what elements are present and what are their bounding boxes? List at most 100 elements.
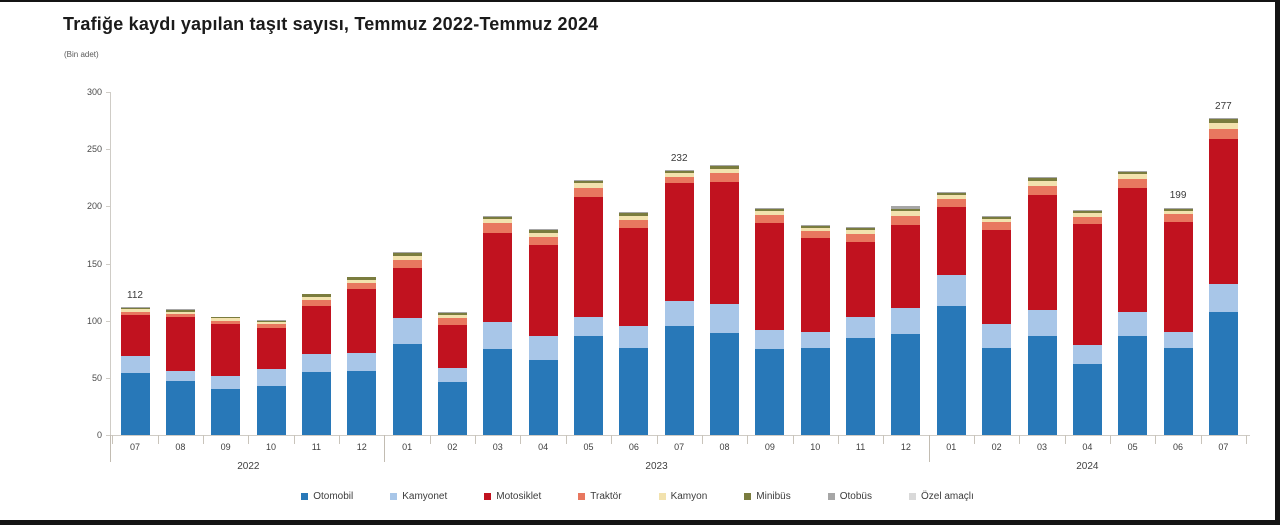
bar-stack[interactable] xyxy=(165,309,195,435)
bar-segment-kamyon[interactable] xyxy=(574,183,603,189)
bar-segment-kamyonet[interactable] xyxy=(664,301,694,327)
bar-segment-motosiklet[interactable] xyxy=(1163,222,1193,333)
bar-segment-otob-s[interactable] xyxy=(1072,209,1102,211)
bar-segment-trakt-r[interactable] xyxy=(664,176,694,184)
bar-segment-minib-s[interactable] xyxy=(528,230,558,233)
bar-stack[interactable] xyxy=(800,224,830,435)
bar-segment-kamyonet[interactable] xyxy=(165,370,195,382)
bar-segment-trakt-r[interactable] xyxy=(846,233,876,242)
bar-segment-kamyonet[interactable] xyxy=(846,317,876,338)
bar-segment-motosiklet[interactable] xyxy=(664,183,694,302)
bar-segment-kamyon[interactable] xyxy=(800,228,830,232)
bar-segment-kamyon[interactable] xyxy=(891,210,921,216)
bar-stack[interactable] xyxy=(664,169,694,435)
bar-segment-kamyonet[interactable] xyxy=(982,324,1012,349)
bar-segment-kamyonet[interactable] xyxy=(800,332,830,349)
bar-stack[interactable] xyxy=(1072,209,1102,435)
bar-segment-minib-s[interactable] xyxy=(211,317,241,319)
bar-segment-otomobil[interactable] xyxy=(574,335,603,435)
bar-segment-motosiklet[interactable] xyxy=(1027,194,1057,311)
bar-stack[interactable] xyxy=(1208,118,1238,435)
bar-segment-kamyonet[interactable] xyxy=(755,329,785,350)
legend-item-otomobil[interactable]: Otomobil xyxy=(301,491,353,502)
bar-segment-trakt-r[interactable] xyxy=(710,173,740,183)
bar-segment-otomobil[interactable] xyxy=(437,382,467,435)
bar-segment-minib-s[interactable] xyxy=(664,170,694,174)
bar-segment-otomobil[interactable] xyxy=(891,334,921,435)
bar-segment-minib-s[interactable] xyxy=(1072,210,1102,214)
bar-segment-otomobil[interactable] xyxy=(1072,364,1102,435)
legend-item-motosiklet[interactable]: Motosiklet xyxy=(484,491,541,502)
legend-item-trakt-r[interactable]: Traktör xyxy=(578,491,622,502)
bar-stack[interactable] xyxy=(936,191,966,435)
bar-segment-kamyonet[interactable] xyxy=(211,375,241,390)
bar-segment-trakt-r[interactable] xyxy=(256,324,286,328)
bar-segment-otomobil[interactable] xyxy=(1027,335,1057,435)
bar-segment-motosiklet[interactable] xyxy=(301,305,331,354)
bar-segment-motosiklet[interactable] xyxy=(528,245,558,336)
bar-segment-motosiklet[interactable] xyxy=(755,223,785,330)
bar-segment-kamyon[interactable] xyxy=(846,230,876,234)
legend-item-kamyon[interactable]: Kamyon xyxy=(658,491,707,502)
bar-segment-kamyonet[interactable] xyxy=(1027,310,1057,336)
bar-stack[interactable] xyxy=(891,206,921,435)
bar-segment-kamyon[interactable] xyxy=(1118,174,1148,179)
bar-stack[interactable] xyxy=(347,277,377,435)
bar-segment-minib-s[interactable] xyxy=(483,216,513,219)
bar-segment-otob-s[interactable] xyxy=(755,207,785,209)
bar-segment-otomobil[interactable] xyxy=(256,385,286,435)
bar-segment-otob-s[interactable] xyxy=(1163,207,1193,209)
bar-segment-kamyon[interactable] xyxy=(483,218,513,224)
bar-segment-otob-s[interactable] xyxy=(528,229,558,231)
bar-segment-kamyonet[interactable] xyxy=(347,352,377,371)
bar-segment-minib-s[interactable] xyxy=(1208,119,1238,123)
bar-segment-minib-s[interactable] xyxy=(256,320,286,322)
bar-segment-kamyon[interactable] xyxy=(120,309,150,312)
bar-segment-trakt-r[interactable] xyxy=(437,318,467,326)
bar-segment-kamyonet[interactable] xyxy=(1208,284,1238,312)
bar-stack[interactable] xyxy=(619,212,649,435)
bar-segment-kamyonet[interactable] xyxy=(936,274,966,306)
bar-segment-minib-s[interactable] xyxy=(982,216,1012,219)
bar-stack[interactable] xyxy=(982,215,1012,435)
bar-segment-trakt-r[interactable] xyxy=(619,220,649,229)
bar-segment-motosiklet[interactable] xyxy=(165,317,195,371)
bar-stack[interactable] xyxy=(120,306,150,435)
bar-stack[interactable] xyxy=(1163,207,1193,435)
bar-segment-otob-s[interactable] xyxy=(483,215,513,217)
bar-segment-otomobil[interactable] xyxy=(800,348,830,435)
bar-segment-kamyonet[interactable] xyxy=(891,308,921,335)
bar-segment-otomobil[interactable] xyxy=(982,348,1012,435)
bar-stack[interactable] xyxy=(437,311,467,435)
bar-segment-otob-s[interactable] xyxy=(891,206,921,209)
bar-segment-motosiklet[interactable] xyxy=(982,230,1012,325)
bar-segment-trakt-r[interactable] xyxy=(165,313,195,318)
bar-segment-kamyon[interactable] xyxy=(1027,181,1057,186)
bar-stack[interactable] xyxy=(1027,176,1057,435)
bar-segment-trakt-r[interactable] xyxy=(574,188,603,198)
bar-segment-otob-s[interactable] xyxy=(1208,118,1238,120)
bar-segment-minib-s[interactable] xyxy=(437,312,467,315)
bar-segment-motosiklet[interactable] xyxy=(437,325,467,368)
bar-segment-minib-s[interactable] xyxy=(347,277,377,280)
bar-segment-kamyon[interactable] xyxy=(165,311,195,314)
bar-segment-motosiklet[interactable] xyxy=(392,268,422,319)
bar-segment-otomobil[interactable] xyxy=(1118,335,1148,435)
bar-segment-minib-s[interactable] xyxy=(1027,177,1057,182)
bar-segment-kamyon[interactable] xyxy=(1208,122,1238,129)
bar-segment-kamyonet[interactable] xyxy=(574,317,603,336)
bar-segment-otomobil[interactable] xyxy=(1163,348,1193,435)
bar-segment-motosiklet[interactable] xyxy=(211,324,241,376)
bar-segment-kamyon[interactable] xyxy=(437,314,467,319)
bar-segment-otob-s[interactable] xyxy=(664,169,694,171)
bar-segment-minib-s[interactable] xyxy=(120,308,150,310)
bar-segment-minib-s[interactable] xyxy=(1118,172,1148,175)
bar-segment-otomobil[interactable] xyxy=(664,326,694,435)
bar-segment-kamyonet[interactable] xyxy=(1118,311,1148,336)
bar-segment-motosiklet[interactable] xyxy=(1208,138,1238,285)
bar-segment-otob-s[interactable] xyxy=(982,215,1012,217)
bar-segment-kamyon[interactable] xyxy=(392,255,422,261)
bar-segment-otomobil[interactable] xyxy=(755,349,785,435)
bar-segment-kamyon[interactable] xyxy=(982,218,1012,223)
bar-segment-kamyonet[interactable] xyxy=(120,356,150,374)
